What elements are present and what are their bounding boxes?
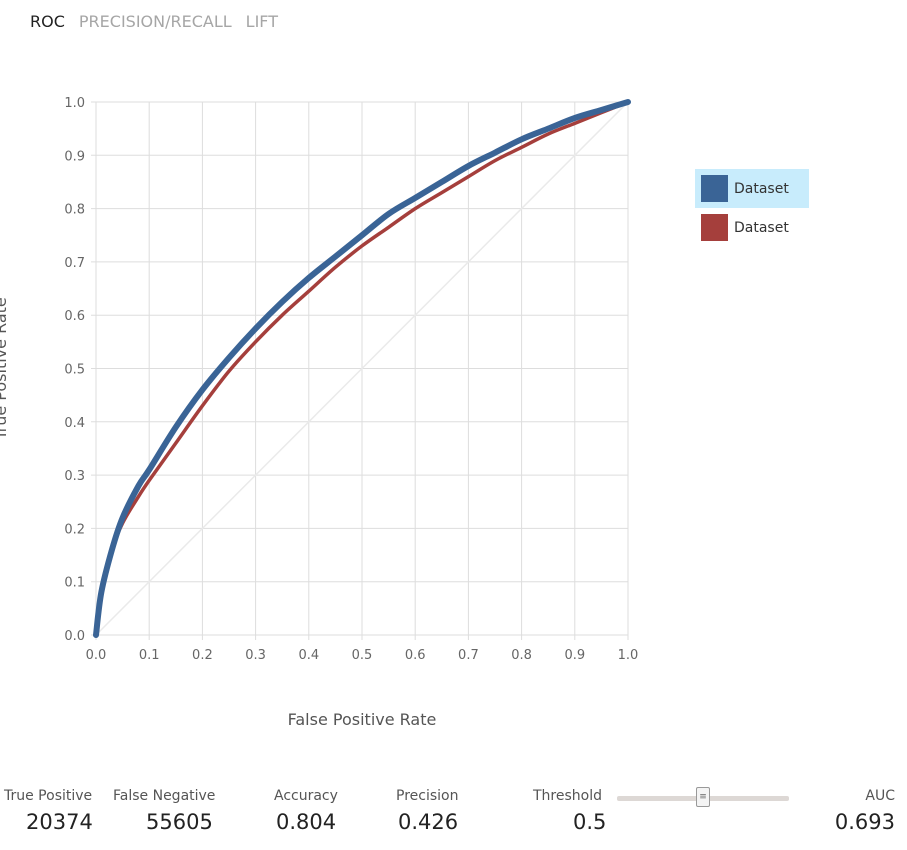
y-tick-label: 0.8 bbox=[64, 203, 85, 218]
y-tick-label: 0.6 bbox=[64, 309, 85, 324]
grid bbox=[91, 101, 629, 640]
metric-value: 0.693 bbox=[834, 810, 895, 834]
y-tick-label: 0.9 bbox=[64, 149, 85, 164]
x-tick-label: 0.2 bbox=[192, 648, 213, 663]
x-axis-label: False Positive Rate bbox=[288, 710, 437, 729]
metric-value: 55605 bbox=[146, 810, 213, 834]
roc-curve-series-2 bbox=[94, 100, 630, 637]
tab-roc[interactable]: ROC bbox=[30, 12, 65, 31]
legend-item-dataset-1[interactable]: Dataset bbox=[695, 169, 809, 208]
x-tick-label: 0.9 bbox=[564, 648, 585, 663]
tick-labels: 0.0 0.1 0.2 0.3 0.4 0.5 0.6 0.7 0.8 0.9 1.0 0.0 0.1 0… bbox=[64, 96, 638, 663]
x-tick-label: 0.5 bbox=[352, 648, 373, 663]
y-tick-label: 0.5 bbox=[64, 363, 85, 378]
metric-value: 0.5 bbox=[573, 810, 607, 834]
metric-true-positive: True Positive 20374 bbox=[4, 788, 93, 834]
tab-lift[interactable]: LIFT bbox=[245, 12, 278, 31]
metric-label: Threshold bbox=[533, 788, 602, 804]
metric-label: AUC bbox=[865, 788, 895, 804]
x-tick-label: 0.6 bbox=[405, 648, 426, 663]
y-tick-label: 0.0 bbox=[64, 629, 85, 644]
tab-precision-recall[interactable]: PRECISION/RECALL bbox=[78, 12, 232, 31]
metric-label: False Negative bbox=[113, 788, 216, 804]
metric-accuracy: Accuracy 0.804 bbox=[274, 788, 338, 834]
metric-threshold: Threshold 0.5 bbox=[533, 788, 606, 834]
x-tick-label: 0.3 bbox=[245, 648, 266, 663]
legend-swatch bbox=[701, 214, 728, 241]
y-axis-label: True Positive Rate bbox=[0, 297, 10, 441]
x-tick-label: 0.1 bbox=[139, 648, 160, 663]
y-tick-label: 0.2 bbox=[64, 522, 85, 537]
roc-curve-series-1 bbox=[93, 99, 631, 638]
roc-chart: 0.0 0.1 0.2 0.3 0.4 0.5 0.6 0.7 0.8 0.9 1.0 0.0 0.1 0… bbox=[0, 96, 638, 729]
metric-precision: Precision 0.426 bbox=[396, 788, 458, 834]
y-tick-label: 1.0 bbox=[64, 96, 85, 111]
metric-label: Accuracy bbox=[274, 788, 338, 804]
metric-value: 20374 bbox=[26, 810, 93, 834]
metric-label: True Positive bbox=[4, 788, 93, 804]
metric-auc: AUC 0.693 bbox=[835, 788, 895, 834]
metric-label: Precision bbox=[396, 788, 459, 804]
x-tick-label: 1.0 bbox=[618, 648, 639, 663]
x-tick-label: 0.4 bbox=[298, 648, 319, 663]
y-tick-label: 0.4 bbox=[64, 416, 85, 431]
threshold-slider[interactable]: ≡ bbox=[617, 787, 789, 809]
y-tick-label: 0.3 bbox=[64, 469, 85, 484]
metric-value: 0.426 bbox=[398, 810, 459, 834]
series-layer bbox=[93, 99, 631, 638]
y-tick-label: 0.1 bbox=[64, 576, 85, 591]
legend-item-dataset-2[interactable]: Dataset bbox=[695, 208, 809, 247]
legend: Dataset Dataset bbox=[695, 169, 809, 247]
diagonal-reference-line bbox=[95, 101, 629, 636]
y-tick-label: 0.7 bbox=[64, 256, 85, 271]
slider-thumb[interactable]: ≡ bbox=[696, 787, 710, 807]
x-tick-label: 0.8 bbox=[511, 648, 532, 663]
metric-value: 0.804 bbox=[276, 810, 337, 834]
x-tick-label: 0.7 bbox=[458, 648, 479, 663]
chart-tabs: ROC PRECISION/RECALL LIFT bbox=[30, 12, 278, 31]
legend-label: Dataset bbox=[734, 180, 789, 197]
legend-label: Dataset bbox=[734, 219, 789, 236]
legend-swatch bbox=[701, 175, 728, 202]
x-tick-label: 0.0 bbox=[86, 648, 107, 663]
metric-false-negative: False Negative 55605 bbox=[113, 788, 215, 834]
